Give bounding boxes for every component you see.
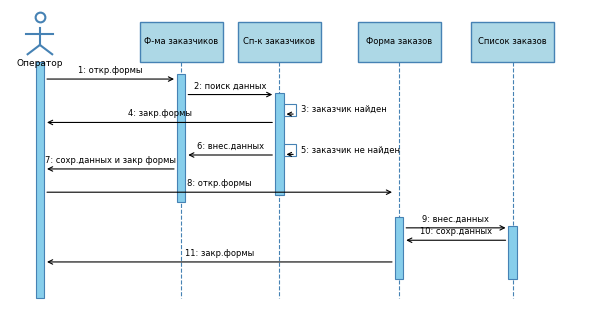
Text: 1: откр.формы: 1: откр.формы: [78, 66, 143, 75]
Text: Ф-ма заказчиков: Ф-ма заказчиков: [144, 37, 218, 46]
Bar: [139, 22, 222, 62]
Text: 5: заказчик не найден: 5: заказчик не найден: [301, 145, 400, 155]
Bar: [358, 22, 441, 62]
Text: Оператор: Оператор: [17, 59, 63, 68]
Text: Список заказов: Список заказов: [478, 37, 547, 46]
Text: 4: закр.формы: 4: закр.формы: [128, 109, 192, 118]
Text: 2: поиск данных: 2: поиск данных: [194, 82, 266, 91]
Text: 6: внес.данных: 6: внес.данных: [196, 142, 264, 151]
Text: 8: откр.формы: 8: откр.формы: [187, 179, 252, 188]
Text: Форма заказов: Форма заказов: [366, 37, 432, 46]
Bar: [36, 62, 44, 298]
Bar: [284, 104, 296, 116]
Text: 7: сохр.данных и закр формы: 7: сохр.данных и закр формы: [45, 156, 176, 165]
Bar: [472, 22, 554, 62]
Text: 11: закр.формы: 11: закр.формы: [185, 249, 254, 258]
Bar: [238, 22, 321, 62]
Text: 3: заказчик найден: 3: заказчик найден: [301, 105, 387, 114]
Bar: [275, 93, 284, 195]
Text: 9: внес.данных: 9: внес.данных: [422, 215, 489, 224]
Bar: [284, 144, 296, 156]
Text: Сп-к заказчиков: Сп-к заказчиков: [243, 37, 316, 46]
Bar: [508, 226, 517, 279]
Text: 10: сохр.данных: 10: сохр.данных: [420, 227, 492, 236]
Bar: [395, 217, 403, 279]
Bar: [177, 74, 185, 202]
